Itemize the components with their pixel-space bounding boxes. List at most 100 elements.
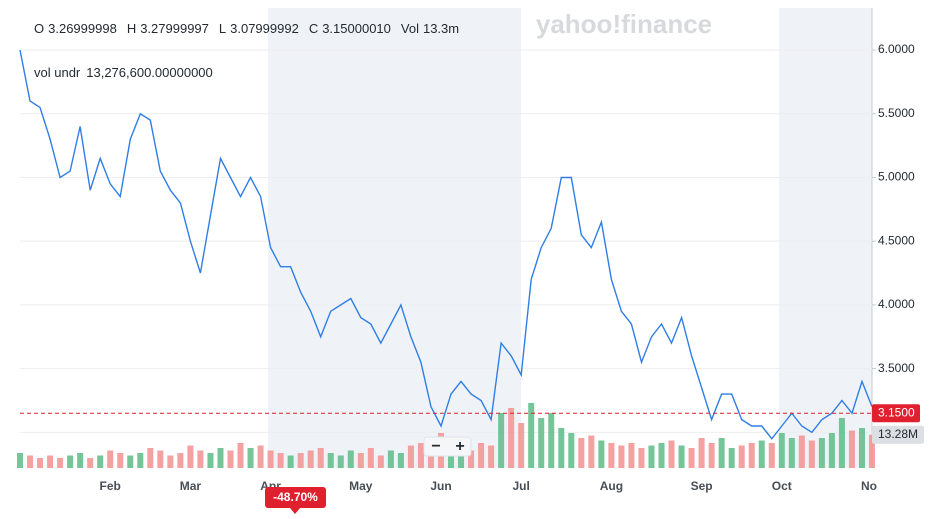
ohlc-item: H 3.27999997 bbox=[127, 21, 209, 36]
volume-bar bbox=[297, 453, 304, 468]
current-price-box bbox=[872, 404, 920, 423]
volume-bar bbox=[16, 453, 24, 468]
ohlc-label: O bbox=[34, 21, 45, 36]
x-tick-label: Feb bbox=[100, 479, 121, 493]
volume-bar bbox=[397, 453, 404, 468]
change-pointer bbox=[290, 508, 300, 514]
volume-bar bbox=[728, 448, 735, 468]
change-label: -48.70% bbox=[273, 490, 318, 504]
volume-bar bbox=[47, 455, 54, 468]
ohlc-value: 3.15000010 bbox=[322, 21, 391, 36]
volume-bar bbox=[548, 413, 555, 468]
volume-bar bbox=[257, 445, 264, 468]
ohlc-label: H bbox=[126, 21, 137, 36]
volume-bar bbox=[698, 438, 705, 468]
price-line bbox=[19, 49, 873, 440]
x-tick-label: May bbox=[349, 479, 373, 493]
volume-bar bbox=[97, 455, 104, 468]
ohlc-label: L bbox=[218, 21, 227, 36]
volume-bar bbox=[67, 455, 74, 468]
x-tick-label: Mar bbox=[180, 479, 202, 493]
volume-bar bbox=[147, 448, 154, 468]
volume-bar bbox=[788, 438, 795, 468]
volume-bar bbox=[858, 428, 865, 468]
volume-bar bbox=[808, 440, 815, 468]
volume-header: vol undr 13,276,600.00000000 bbox=[34, 65, 223, 80]
volume-bar bbox=[508, 408, 515, 468]
volume-bar bbox=[628, 443, 635, 468]
volume-bar bbox=[598, 440, 605, 468]
volume-bar bbox=[758, 440, 765, 468]
volume-bar bbox=[27, 455, 34, 468]
volume-bar bbox=[77, 453, 84, 468]
volume-bar bbox=[157, 450, 164, 468]
zoom-control bbox=[423, 436, 472, 457]
volume-bar bbox=[738, 445, 745, 468]
volume-bar bbox=[417, 443, 424, 468]
volume-bar bbox=[668, 440, 675, 468]
ohlc-label: Vol bbox=[400, 21, 419, 36]
ohlc-value: 3.07999992 bbox=[230, 21, 299, 36]
current-volume-box bbox=[872, 425, 924, 444]
ohlc-value: 3.27999997 bbox=[140, 21, 209, 36]
volume-bar bbox=[838, 418, 845, 468]
volume-bar bbox=[748, 443, 755, 468]
x-tick-label: Aug bbox=[600, 479, 623, 493]
y-tick-label: 5.5000 bbox=[878, 106, 915, 120]
change-badge bbox=[265, 487, 326, 508]
period-shade bbox=[268, 8, 521, 468]
volume-bar bbox=[367, 448, 374, 468]
volume-bar bbox=[638, 448, 645, 468]
watermark: yahoo!finance bbox=[536, 9, 712, 39]
volume-bar bbox=[718, 438, 725, 468]
current-price-label: 3.1500 bbox=[878, 405, 915, 419]
period-shade bbox=[779, 8, 872, 468]
volume-bar bbox=[608, 443, 615, 468]
y-tick-label: 5.0000 bbox=[878, 170, 915, 184]
volume-bar bbox=[347, 450, 354, 468]
volume-bar bbox=[708, 443, 715, 468]
zoom-button[interactable]: + bbox=[455, 438, 464, 455]
volume-bar bbox=[197, 450, 204, 468]
volume-bar bbox=[307, 450, 314, 468]
ohlc-item: L 3.07999992 bbox=[219, 21, 299, 36]
volume-bar bbox=[848, 430, 855, 468]
zoom-button[interactable]: − bbox=[431, 438, 440, 455]
volume-bar bbox=[458, 448, 465, 468]
ohlc-header: O 3.26999998 H 3.27999997 L 3.07999992 C 3.1500… bbox=[34, 21, 469, 36]
x-tick-label: Jun bbox=[430, 479, 451, 493]
volume-bar bbox=[648, 445, 655, 468]
volume-bar bbox=[387, 450, 394, 468]
volume-bar bbox=[57, 458, 64, 468]
ohlc-item: O 3.26999998 bbox=[34, 21, 117, 36]
current-volume-label: 13.28M bbox=[878, 427, 918, 441]
volume-bar bbox=[518, 423, 525, 468]
volume-bar bbox=[177, 453, 184, 468]
volume-bar bbox=[678, 445, 685, 468]
volume-bar bbox=[377, 455, 384, 468]
volume-bar bbox=[798, 435, 805, 468]
volume-bar bbox=[217, 448, 224, 468]
x-tick-label: No bbox=[861, 479, 877, 493]
volume-bar bbox=[277, 453, 284, 468]
volume-bar bbox=[478, 443, 485, 468]
volume-bar bbox=[498, 413, 505, 468]
volume-bar bbox=[107, 450, 114, 468]
volume-bar bbox=[167, 455, 174, 468]
volume-bar bbox=[488, 445, 495, 468]
volume-bar bbox=[237, 443, 244, 468]
volume-bar bbox=[117, 453, 124, 468]
volume-value: 13,276,600.00000000 bbox=[86, 65, 213, 80]
volume-bar bbox=[407, 445, 414, 468]
x-tick-label: Jul bbox=[513, 479, 530, 493]
volume-bar bbox=[578, 438, 585, 468]
x-tick-label: Sep bbox=[691, 479, 713, 493]
volume-bar bbox=[468, 450, 475, 468]
volume-bar bbox=[768, 443, 775, 468]
volume-bar bbox=[528, 403, 535, 468]
volume-bar bbox=[337, 455, 344, 468]
volume-bar bbox=[137, 453, 144, 468]
volume-bar bbox=[688, 448, 695, 468]
